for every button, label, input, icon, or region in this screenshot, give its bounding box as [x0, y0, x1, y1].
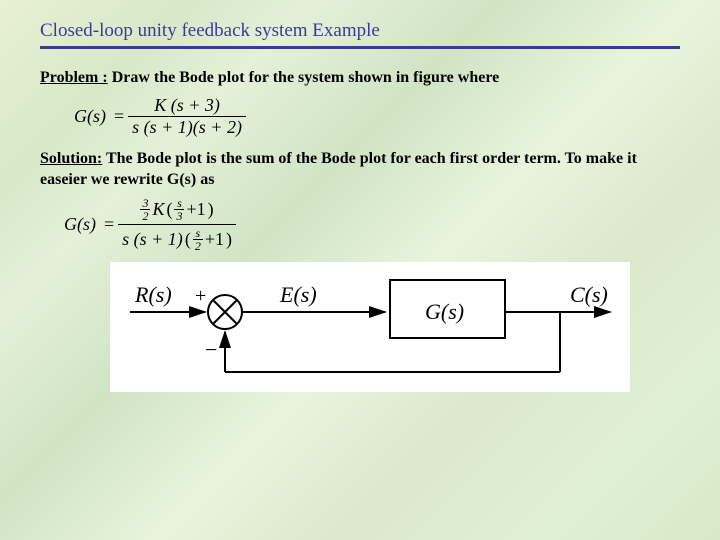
eq2-lhs: G(s): [64, 214, 96, 235]
eq2-d1: s2: [193, 227, 203, 252]
problem-line: Problem : Draw the Bode plot for the sys…: [40, 67, 680, 89]
title-rule: [40, 46, 680, 49]
diagram-G: G(s): [425, 299, 464, 324]
solution-text: The Bode plot is the sum of the Bode plo…: [40, 150, 637, 189]
eq2-fraction: 32 K ( s3 +1 ) s (s + 1) ( s2 +1 ): [118, 197, 236, 252]
problem-text: Draw the Bode plot for the system shown …: [108, 69, 500, 86]
solution-label: Solution:: [40, 150, 102, 167]
block-diagram: R(s) + − E(s) G(s) C(s): [110, 262, 630, 392]
eq2-denominator: s (s + 1) ( s2 +1 ): [118, 224, 236, 252]
eq2-plus1a: +1: [186, 199, 205, 220]
diagram-minus: −: [205, 337, 217, 362]
eq2-n1: s3: [174, 197, 184, 222]
eq1-fraction: K (s + 3) s (s + 1)(s + 2): [128, 95, 246, 138]
eq1-lhs: G(s): [74, 106, 106, 127]
diagram-plus: +: [195, 285, 206, 307]
slide-title: Closed-loop unity feedback system Exampl…: [40, 20, 680, 42]
diagram-R: R(s): [134, 282, 172, 307]
eq2-d0: s (s + 1): [122, 229, 183, 250]
eq2-plus1b: +1: [205, 229, 224, 250]
diagram-C: C(s): [570, 282, 608, 307]
problem-label: Problem :: [40, 69, 108, 86]
solution-line: Solution: The Bode plot is the sum of th…: [40, 148, 680, 191]
eq2-k: K: [152, 199, 164, 220]
eq2-numerator: 32 K ( s3 +1 ): [118, 197, 236, 224]
diagram-E: E(s): [279, 282, 317, 307]
equation-1: G(s) = K (s + 3) s (s + 1)(s + 2): [70, 95, 680, 138]
eq1-num: K (s + 3): [128, 95, 246, 116]
equation-2: G(s) = 32 K ( s3 +1 ) s (s + 1) ( s2 +1 …: [60, 197, 680, 252]
eq2-eq: =: [104, 214, 114, 235]
eq1-den: s (s + 1)(s + 2): [128, 116, 246, 138]
eq1-eq: =: [114, 106, 124, 127]
eq2-coef: 32: [140, 197, 150, 222]
